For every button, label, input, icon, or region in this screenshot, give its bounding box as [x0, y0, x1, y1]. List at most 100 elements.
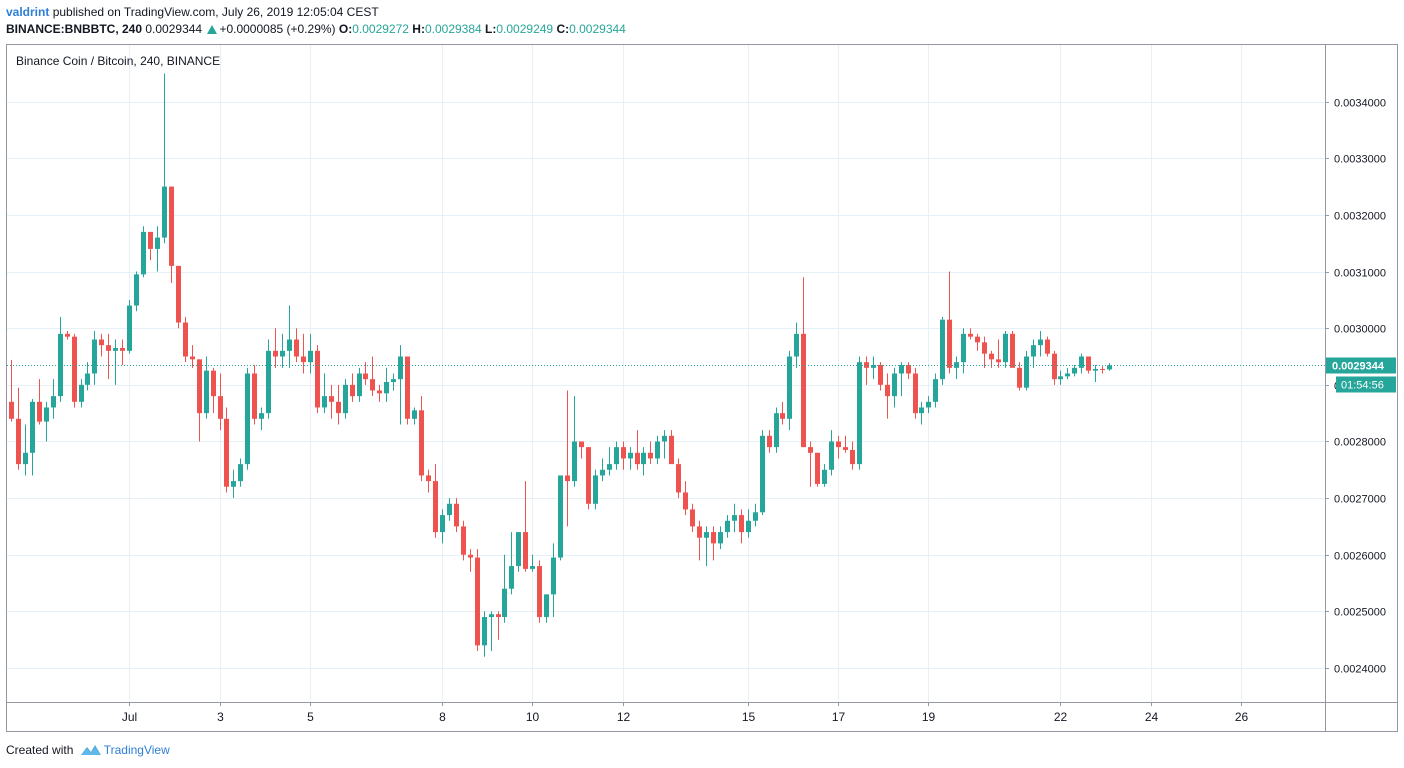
candle-body — [621, 447, 626, 459]
candle — [322, 373, 327, 414]
candle-body — [44, 407, 49, 422]
candle-body — [822, 469, 827, 484]
axes[interactable]: 0.0024000 0.0025000 0.0026000 0.0027000 0.00… — [7, 45, 1397, 731]
symbol-info-bar: BINANCE:BNBBTC, 240 0.0029344 +0.0000085… — [6, 22, 626, 36]
candle — [183, 316, 188, 363]
author-name[interactable]: valdrint — [6, 5, 50, 19]
candle — [315, 345, 320, 414]
candle-body — [238, 464, 243, 482]
candle-body — [648, 452, 653, 459]
candle — [51, 379, 56, 419]
candle-body — [79, 384, 84, 402]
candle-body — [801, 333, 806, 448]
candle-body — [301, 356, 306, 363]
candle-body — [224, 418, 229, 487]
candle — [607, 447, 612, 476]
y-tick-label: 0.0026000 — [1334, 551, 1386, 563]
candle — [155, 226, 160, 272]
candle-body — [593, 475, 598, 504]
y-tick-label: 0.0034000 — [1334, 98, 1386, 110]
candle — [350, 373, 355, 402]
tradingview-brand[interactable]: TradingView — [103, 743, 170, 757]
candle-body — [572, 441, 577, 482]
candle-body — [1010, 333, 1015, 368]
candle — [551, 543, 556, 618]
candle — [697, 520, 702, 561]
candle — [1017, 362, 1022, 391]
publish-info: valdrint published on TradingView.com, J… — [6, 5, 379, 19]
candles — [9, 73, 1112, 657]
y-tick-label: 0.0032000 — [1334, 211, 1386, 223]
candle-body — [600, 469, 605, 476]
candle-body — [551, 557, 556, 595]
candlestick-chart[interactable]: 0.0024000 0.0025000 0.0026000 0.0027000 0.00… — [7, 45, 1397, 731]
candle — [815, 452, 820, 487]
candle-body — [357, 373, 362, 397]
candle — [683, 481, 688, 516]
candle — [933, 373, 938, 408]
candle-body — [496, 614, 501, 618]
candle — [711, 526, 716, 561]
candle — [947, 271, 952, 374]
candle — [65, 331, 70, 340]
low-value: 0.0029249 — [496, 22, 554, 36]
candle — [614, 441, 619, 470]
candle-body — [926, 401, 931, 408]
candle — [1024, 350, 1029, 391]
candle — [85, 362, 90, 391]
candle — [885, 373, 890, 419]
x-tick-label: 12 — [617, 710, 631, 724]
candle — [996, 339, 1001, 368]
candle — [857, 356, 862, 470]
x-tick-label: 22 — [1054, 710, 1068, 724]
candle-body — [426, 475, 431, 482]
last-price-badge — [1326, 357, 1396, 374]
candle — [162, 73, 167, 244]
chart-frame[interactable]: 0.0024000 0.0025000 0.0026000 0.0027000 0.00… — [6, 44, 1398, 732]
candle-body — [204, 370, 209, 414]
candle-body — [51, 396, 56, 408]
y-tick-label: 0.0033000 — [1334, 154, 1386, 166]
candle-body — [266, 350, 271, 414]
candle-body — [287, 339, 292, 351]
candle — [801, 277, 806, 448]
last-price-badge-label: 0.0029344 — [1332, 361, 1385, 373]
candle-body — [961, 333, 966, 363]
y-tick-label: 0.0024000 — [1334, 664, 1386, 676]
candle — [572, 396, 577, 487]
candle — [211, 367, 216, 414]
candle-body — [628, 452, 633, 459]
tradingview-logo-icon[interactable] — [80, 743, 102, 760]
candle — [197, 359, 202, 442]
candle-body — [940, 319, 945, 380]
candle — [655, 435, 660, 465]
candle-body — [197, 359, 202, 414]
price-change: +0.0000085 (+0.29%) — [219, 22, 336, 36]
candle-body — [774, 413, 779, 448]
candle-body — [704, 532, 709, 538]
candle-body — [273, 350, 278, 357]
candle — [509, 532, 514, 595]
candle — [9, 359, 14, 422]
candle — [37, 379, 42, 425]
candle — [961, 328, 966, 374]
candle — [544, 594, 549, 623]
candle-body — [1086, 356, 1091, 371]
y-tick-label: 0.0031000 — [1334, 268, 1386, 280]
candle-body — [607, 464, 612, 470]
candle-body — [829, 441, 834, 470]
candle-body — [836, 441, 841, 448]
x-tick-label: 10 — [526, 710, 540, 724]
candle — [635, 430, 640, 470]
candle-body — [211, 370, 216, 397]
candle — [468, 549, 473, 572]
created-with-text: Created with — [6, 743, 74, 757]
candle-body — [794, 333, 799, 357]
candle-body — [676, 464, 681, 493]
candle-body — [9, 401, 14, 419]
footer: Created with TradingView — [6, 743, 170, 760]
candle-body — [1100, 368, 1105, 370]
candle-body — [363, 373, 368, 380]
candle — [30, 398, 35, 476]
candle — [502, 554, 507, 623]
